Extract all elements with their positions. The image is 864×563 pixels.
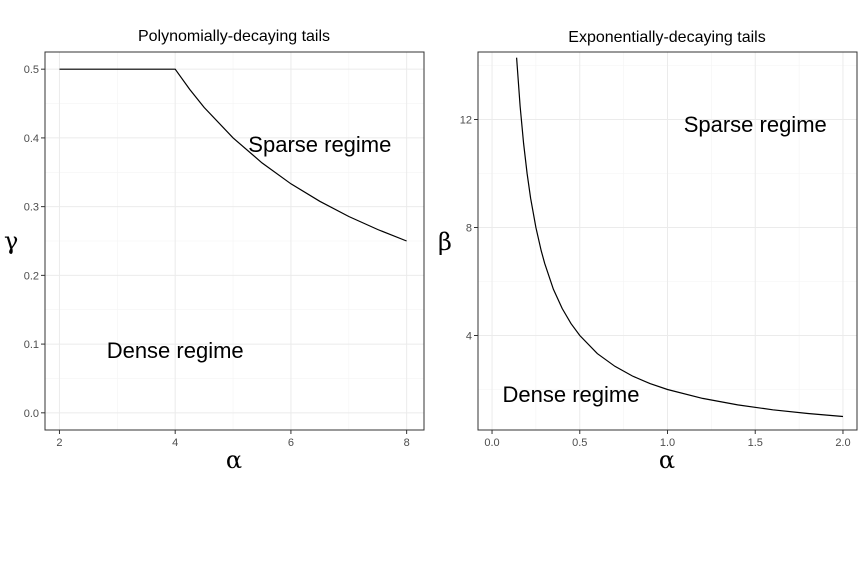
y-tick-label: 0.2 <box>24 270 39 282</box>
right-boundary-curve <box>516 57 844 418</box>
right-x-axis-label: α <box>659 446 675 474</box>
x-tick-label: 8 <box>404 437 410 449</box>
left-y-axis-label: γ <box>4 227 18 255</box>
y-tick-label: 12 <box>460 115 472 127</box>
x-tick-label: 2 <box>56 437 62 449</box>
x-tick-label: 0.5 <box>572 437 587 449</box>
y-tick-label: 0.0 <box>24 408 39 420</box>
right-dense-regime-label: Dense regime <box>503 382 640 407</box>
y-tick-label: 8 <box>466 223 472 235</box>
x-tick-label: 4 <box>172 437 178 449</box>
y-tick-label: 0.5 <box>24 64 39 76</box>
right-sparse-regime-label: Sparse regime <box>684 112 827 137</box>
x-tick-label: 1.0 <box>660 437 675 449</box>
x-tick-label: 2.0 <box>835 437 850 449</box>
y-tick-label: 0.1 <box>24 339 39 351</box>
left-boundary-curve <box>59 68 407 242</box>
y-tick-label: 4 <box>466 331 472 343</box>
x-tick-label: 0.0 <box>484 437 499 449</box>
left-x-axis-label: α <box>226 446 242 474</box>
x-tick-label: 6 <box>288 437 294 449</box>
left-plot-frame <box>44 51 425 431</box>
right-panel: Exponentially-decaying tails 0.0 0.5 1.0 1.… <box>438 29 858 474</box>
left-panel-title: Polynomially-decaying tails <box>138 28 330 45</box>
y-tick-label: 0.4 <box>24 133 39 145</box>
left-panel: Polynomially-decaying tails 2 4 6 8 0.0 0.1 0.… <box>4 28 425 474</box>
left-dense-regime-label: Dense regime <box>107 338 244 363</box>
x-tick-label: 1.5 <box>748 437 763 449</box>
left-sparse-regime-label: Sparse regime <box>248 132 391 157</box>
y-tick-label: 0.3 <box>24 202 39 214</box>
right-y-axis-label: β <box>438 228 452 256</box>
right-panel-title: Exponentially-decaying tails <box>568 29 765 46</box>
